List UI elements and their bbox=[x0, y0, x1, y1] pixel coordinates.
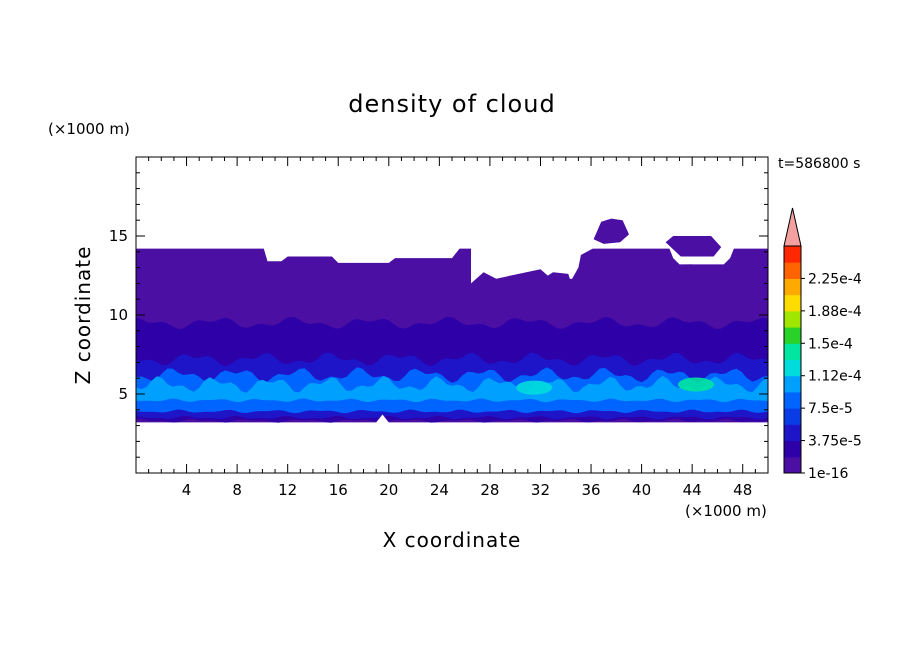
colorbar-label: 2.25e-4 bbox=[808, 271, 862, 287]
x-tick-label: 8 bbox=[232, 481, 242, 499]
x-tick-label: 28 bbox=[480, 481, 499, 499]
cloud-gap-1 bbox=[471, 239, 610, 284]
colorbar-swatch-13 bbox=[784, 246, 801, 263]
colorbar-swatch-10 bbox=[784, 294, 801, 312]
colorbar-swatch-0 bbox=[784, 456, 801, 474]
colorbar-label: 1.88e-4 bbox=[808, 304, 862, 320]
x-unit-label: (×1000 m) bbox=[685, 502, 767, 520]
x-axis: 4 8 12 16 20 24 28 32 36 40 44 48 bbox=[135, 157, 769, 499]
y-axis-title: Z coordinate bbox=[71, 246, 95, 385]
x-tick-label: 4 bbox=[182, 481, 192, 499]
colorbar-frame bbox=[783, 245, 802, 474]
x-tick-label: 36 bbox=[581, 481, 600, 499]
colorbar: 2.25e-4 1.88e-4 1.5e-4 1.12e-4 7.5e-5 3.75e-5… bbox=[783, 207, 862, 482]
cloud-gap-3 bbox=[373, 414, 392, 426]
x-tick-label: 20 bbox=[379, 481, 398, 499]
cloud-blob-2 bbox=[580, 264, 693, 284]
cloud-density-field bbox=[136, 218, 768, 426]
colorbar-swatch-1 bbox=[784, 440, 801, 458]
x-tick-label: 40 bbox=[632, 481, 651, 499]
cloud-maximum-0 bbox=[516, 380, 553, 395]
cloud-gap-0 bbox=[262, 242, 465, 263]
colorbar-swatch-3 bbox=[784, 408, 801, 425]
y-tick-label: 5 bbox=[118, 385, 128, 403]
colorbar-label: 1e-16 bbox=[808, 466, 848, 482]
x-axis-title: X coordinate bbox=[383, 528, 522, 552]
y-unit-label: (×1000 m) bbox=[48, 120, 130, 138]
colorbar-label: 1.5e-4 bbox=[808, 336, 853, 352]
x-tick-label: 24 bbox=[430, 481, 449, 499]
colorbar-extend-arrow bbox=[783, 207, 802, 247]
colorbar-swatch-7 bbox=[784, 343, 801, 360]
colorbar-label: 3.75e-5 bbox=[808, 434, 862, 450]
colorbar-swatch-4 bbox=[784, 391, 801, 409]
x-tick-label: 12 bbox=[278, 481, 297, 499]
colorbar-swatch-12 bbox=[784, 262, 801, 279]
colorbar-swatch-11 bbox=[784, 278, 801, 296]
y-axis: 5 10 15 bbox=[109, 156, 768, 474]
colorbar-label: 1.12e-4 bbox=[808, 369, 862, 385]
y-tick-label: 15 bbox=[109, 227, 128, 245]
x-tick-label: 16 bbox=[329, 481, 348, 499]
time-label: t=586800 s bbox=[778, 156, 860, 172]
cloud-blob-1 bbox=[665, 236, 722, 257]
colorbar-swatch-5 bbox=[784, 375, 801, 393]
chart-title: density of cloud bbox=[348, 90, 555, 118]
colorbar-swatch-8 bbox=[784, 327, 801, 344]
colorbar-swatch-9 bbox=[784, 310, 801, 328]
y-tick-label: 10 bbox=[109, 306, 128, 324]
cloud-blob-0 bbox=[593, 218, 629, 244]
colorbar-swatch-2 bbox=[784, 424, 801, 442]
x-tick-label: 48 bbox=[733, 481, 752, 499]
cloud-layer-4 bbox=[136, 375, 768, 403]
x-tick-label: 32 bbox=[531, 481, 550, 499]
colorbar-label: 7.5e-5 bbox=[808, 401, 853, 417]
cloud-blob-3 bbox=[535, 272, 574, 298]
x-tick-label: 44 bbox=[683, 481, 702, 499]
colorbar-swatch-6 bbox=[784, 359, 801, 377]
cloud-maximum-1 bbox=[677, 377, 714, 392]
